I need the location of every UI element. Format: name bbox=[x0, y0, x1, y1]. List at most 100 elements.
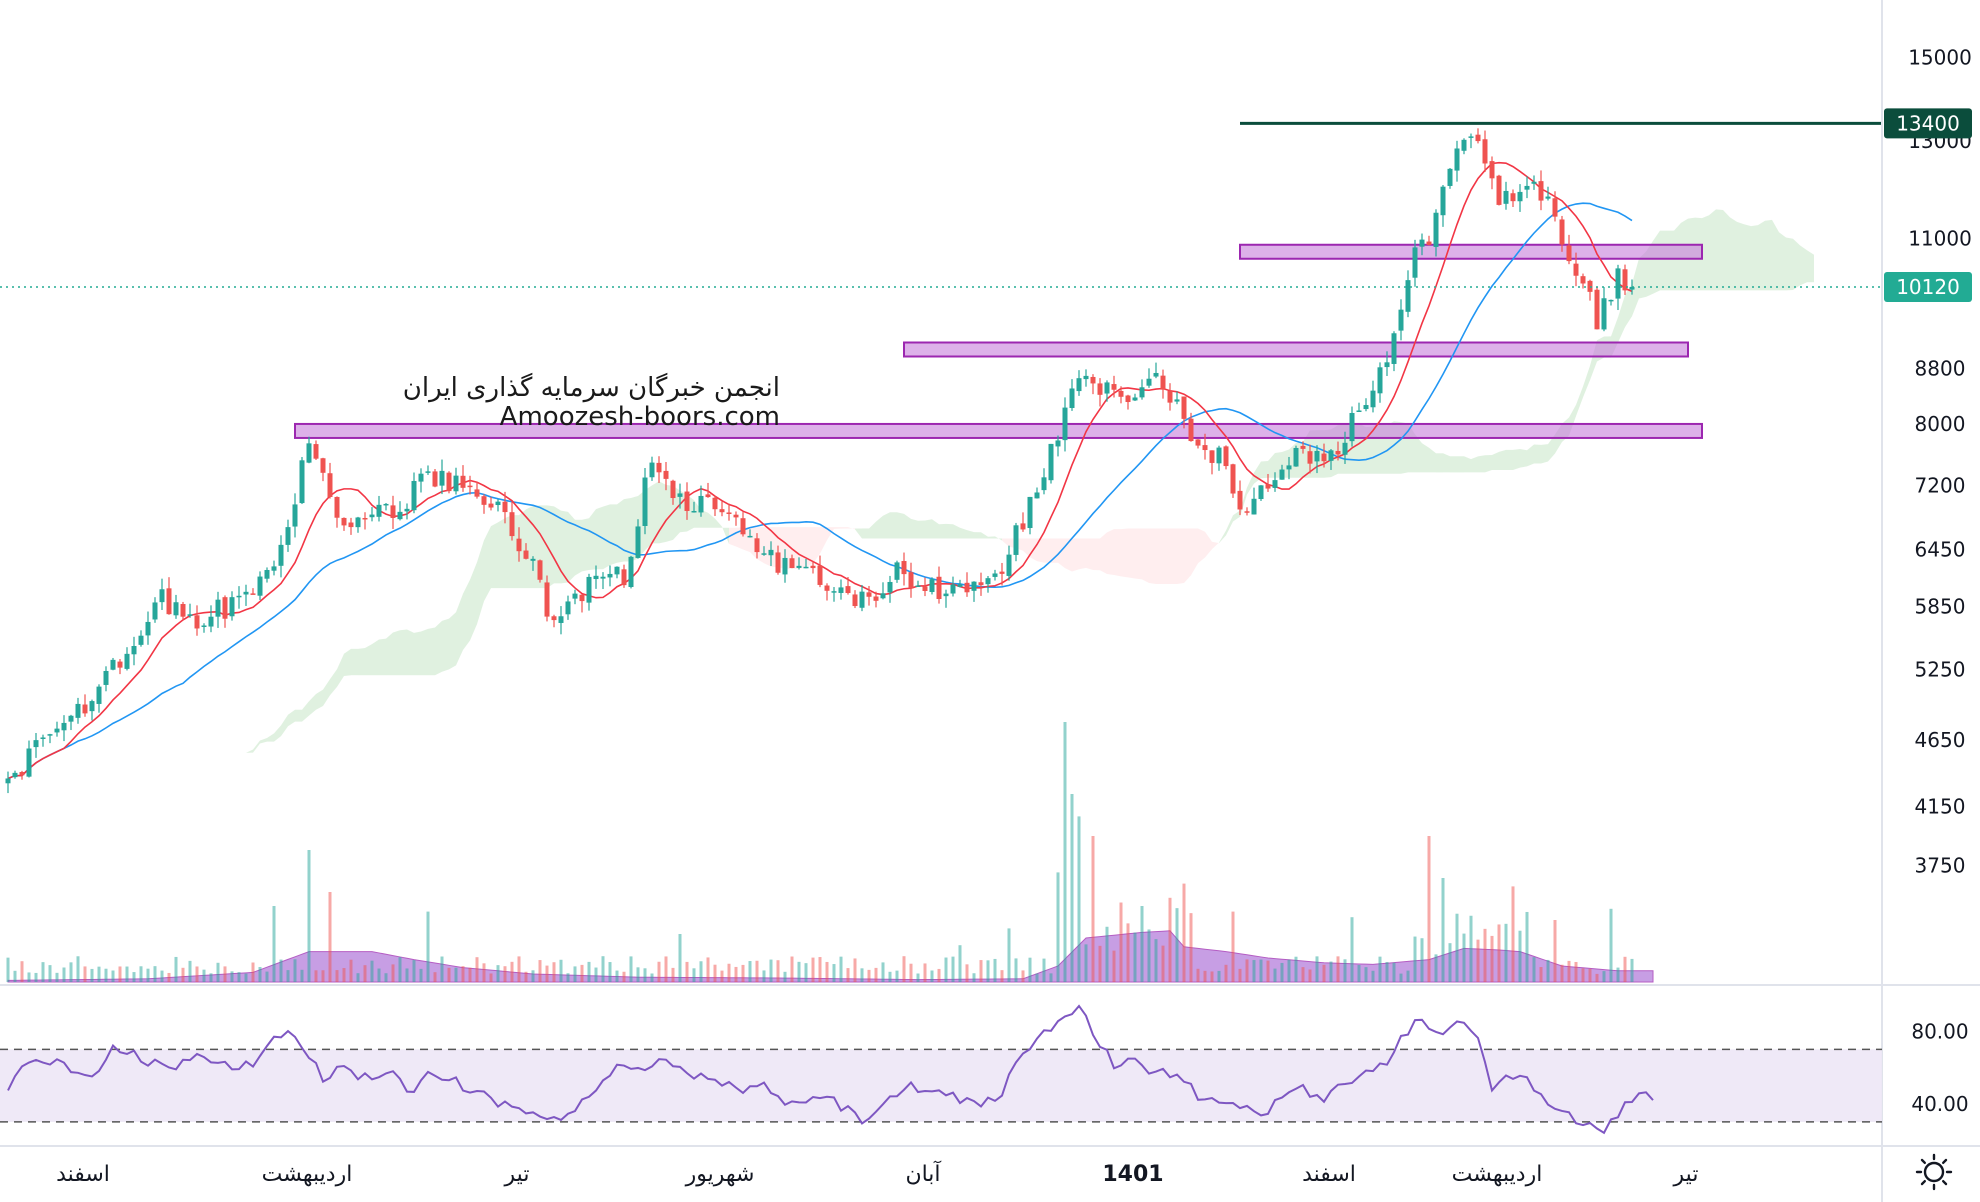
volume-bar bbox=[307, 850, 311, 982]
candle bbox=[1006, 545, 1012, 581]
candle bbox=[775, 545, 781, 575]
cloud-segment bbox=[1716, 209, 1723, 291]
candle-body bbox=[677, 493, 683, 497]
time-axis[interactable]: اسفند اردیبهشت تیر شهریور آبان 1401 اسفند اردیب… bbox=[56, 1160, 1698, 1187]
cloud-segment bbox=[708, 512, 715, 528]
candle bbox=[1139, 379, 1145, 400]
candle-body bbox=[1181, 396, 1187, 419]
cloud-segment bbox=[1247, 472, 1254, 495]
candle bbox=[901, 552, 907, 586]
cloud-segment bbox=[1429, 447, 1436, 473]
candle-body bbox=[278, 544, 284, 566]
candle bbox=[1461, 138, 1467, 155]
candle bbox=[411, 472, 417, 514]
candle-body bbox=[96, 686, 102, 704]
cloud-segment bbox=[1772, 219, 1779, 291]
candle-body bbox=[1118, 390, 1124, 397]
candle bbox=[579, 594, 585, 613]
candle bbox=[1503, 181, 1509, 210]
cloud-segment bbox=[1807, 250, 1814, 283]
candle bbox=[838, 579, 844, 600]
candle-body bbox=[1342, 442, 1348, 455]
time-tick-label: آبان bbox=[905, 1160, 941, 1187]
cloud-segment bbox=[1583, 365, 1590, 398]
cloud-segment bbox=[855, 528, 862, 539]
candle-body bbox=[341, 517, 347, 526]
cloud-segment bbox=[1233, 510, 1240, 522]
price-badge-last: 10120 bbox=[1884, 271, 1972, 302]
candle bbox=[649, 456, 655, 481]
cloud-segment bbox=[1149, 528, 1156, 584]
volume-bar bbox=[384, 973, 388, 982]
volume-bar bbox=[713, 964, 717, 982]
candle-body bbox=[1454, 148, 1460, 171]
candle bbox=[453, 467, 459, 495]
candle bbox=[1559, 215, 1565, 252]
candle-body bbox=[376, 504, 382, 517]
cloud-segment bbox=[701, 509, 708, 528]
candle-body bbox=[236, 595, 242, 598]
candle-body bbox=[446, 472, 452, 492]
volume-bar bbox=[293, 959, 297, 982]
candle bbox=[1580, 273, 1586, 289]
volume-bar bbox=[1063, 722, 1067, 982]
candle bbox=[488, 496, 494, 511]
cloud-segment bbox=[456, 593, 463, 666]
rsi-axis[interactable]: 80.00 40.00 bbox=[1911, 1019, 1968, 1116]
candle-body bbox=[40, 737, 46, 739]
candle bbox=[530, 556, 536, 571]
candle-body bbox=[1580, 276, 1586, 284]
candle-body bbox=[1314, 450, 1320, 462]
candle bbox=[1188, 412, 1194, 442]
candle-body bbox=[1153, 372, 1159, 377]
candle-body bbox=[110, 659, 116, 670]
candle bbox=[1412, 239, 1418, 287]
volume-bar bbox=[1609, 908, 1613, 982]
sun-gear-icon[interactable] bbox=[1915, 1153, 1953, 1191]
candle-body bbox=[789, 558, 795, 568]
cloud-segment bbox=[386, 632, 393, 676]
volume-bar bbox=[895, 970, 899, 982]
volume-bar bbox=[734, 966, 738, 982]
volume-bar bbox=[1546, 959, 1550, 982]
cloud-segment bbox=[253, 740, 260, 753]
volume-bar bbox=[1238, 968, 1242, 982]
candle-body bbox=[593, 575, 599, 580]
candle bbox=[264, 567, 270, 583]
candle-body bbox=[103, 670, 109, 685]
volume-bar bbox=[1623, 956, 1627, 982]
watermark-website: Amoozesh-boors.com bbox=[500, 402, 780, 432]
volume-bar bbox=[1000, 970, 1004, 982]
cloud-segment bbox=[470, 562, 477, 641]
price-axis[interactable]: 1500013000110008800800072006450585052504… bbox=[1908, 46, 1972, 878]
zone-3[interactable] bbox=[1239, 243, 1703, 260]
candle bbox=[1384, 351, 1390, 377]
cloud-segment bbox=[337, 653, 344, 687]
volume-bar bbox=[1357, 965, 1361, 982]
volume-bar bbox=[1042, 958, 1046, 982]
volume-bar bbox=[1105, 926, 1109, 982]
candle-body bbox=[642, 477, 648, 526]
candle-body bbox=[138, 635, 144, 645]
candle bbox=[40, 734, 46, 747]
candle-body bbox=[873, 596, 879, 601]
volume-bar bbox=[1049, 973, 1053, 982]
zone-2[interactable] bbox=[903, 341, 1689, 358]
volume-bar bbox=[972, 973, 976, 982]
candlesticks bbox=[5, 128, 1635, 794]
volume-bar bbox=[405, 968, 409, 982]
volume-bar bbox=[1021, 970, 1025, 982]
candle-body bbox=[131, 646, 137, 655]
volume-bar bbox=[314, 970, 318, 982]
cloud-segment bbox=[764, 527, 771, 567]
candle-body bbox=[201, 625, 207, 627]
volume-bar bbox=[1322, 964, 1326, 982]
candle-body bbox=[495, 501, 501, 506]
candle-body bbox=[761, 553, 767, 555]
candle-body bbox=[1167, 391, 1173, 403]
candle bbox=[1160, 369, 1166, 399]
candle-body bbox=[1608, 299, 1614, 302]
candle-body bbox=[649, 462, 655, 478]
volume-bar bbox=[1182, 883, 1186, 982]
